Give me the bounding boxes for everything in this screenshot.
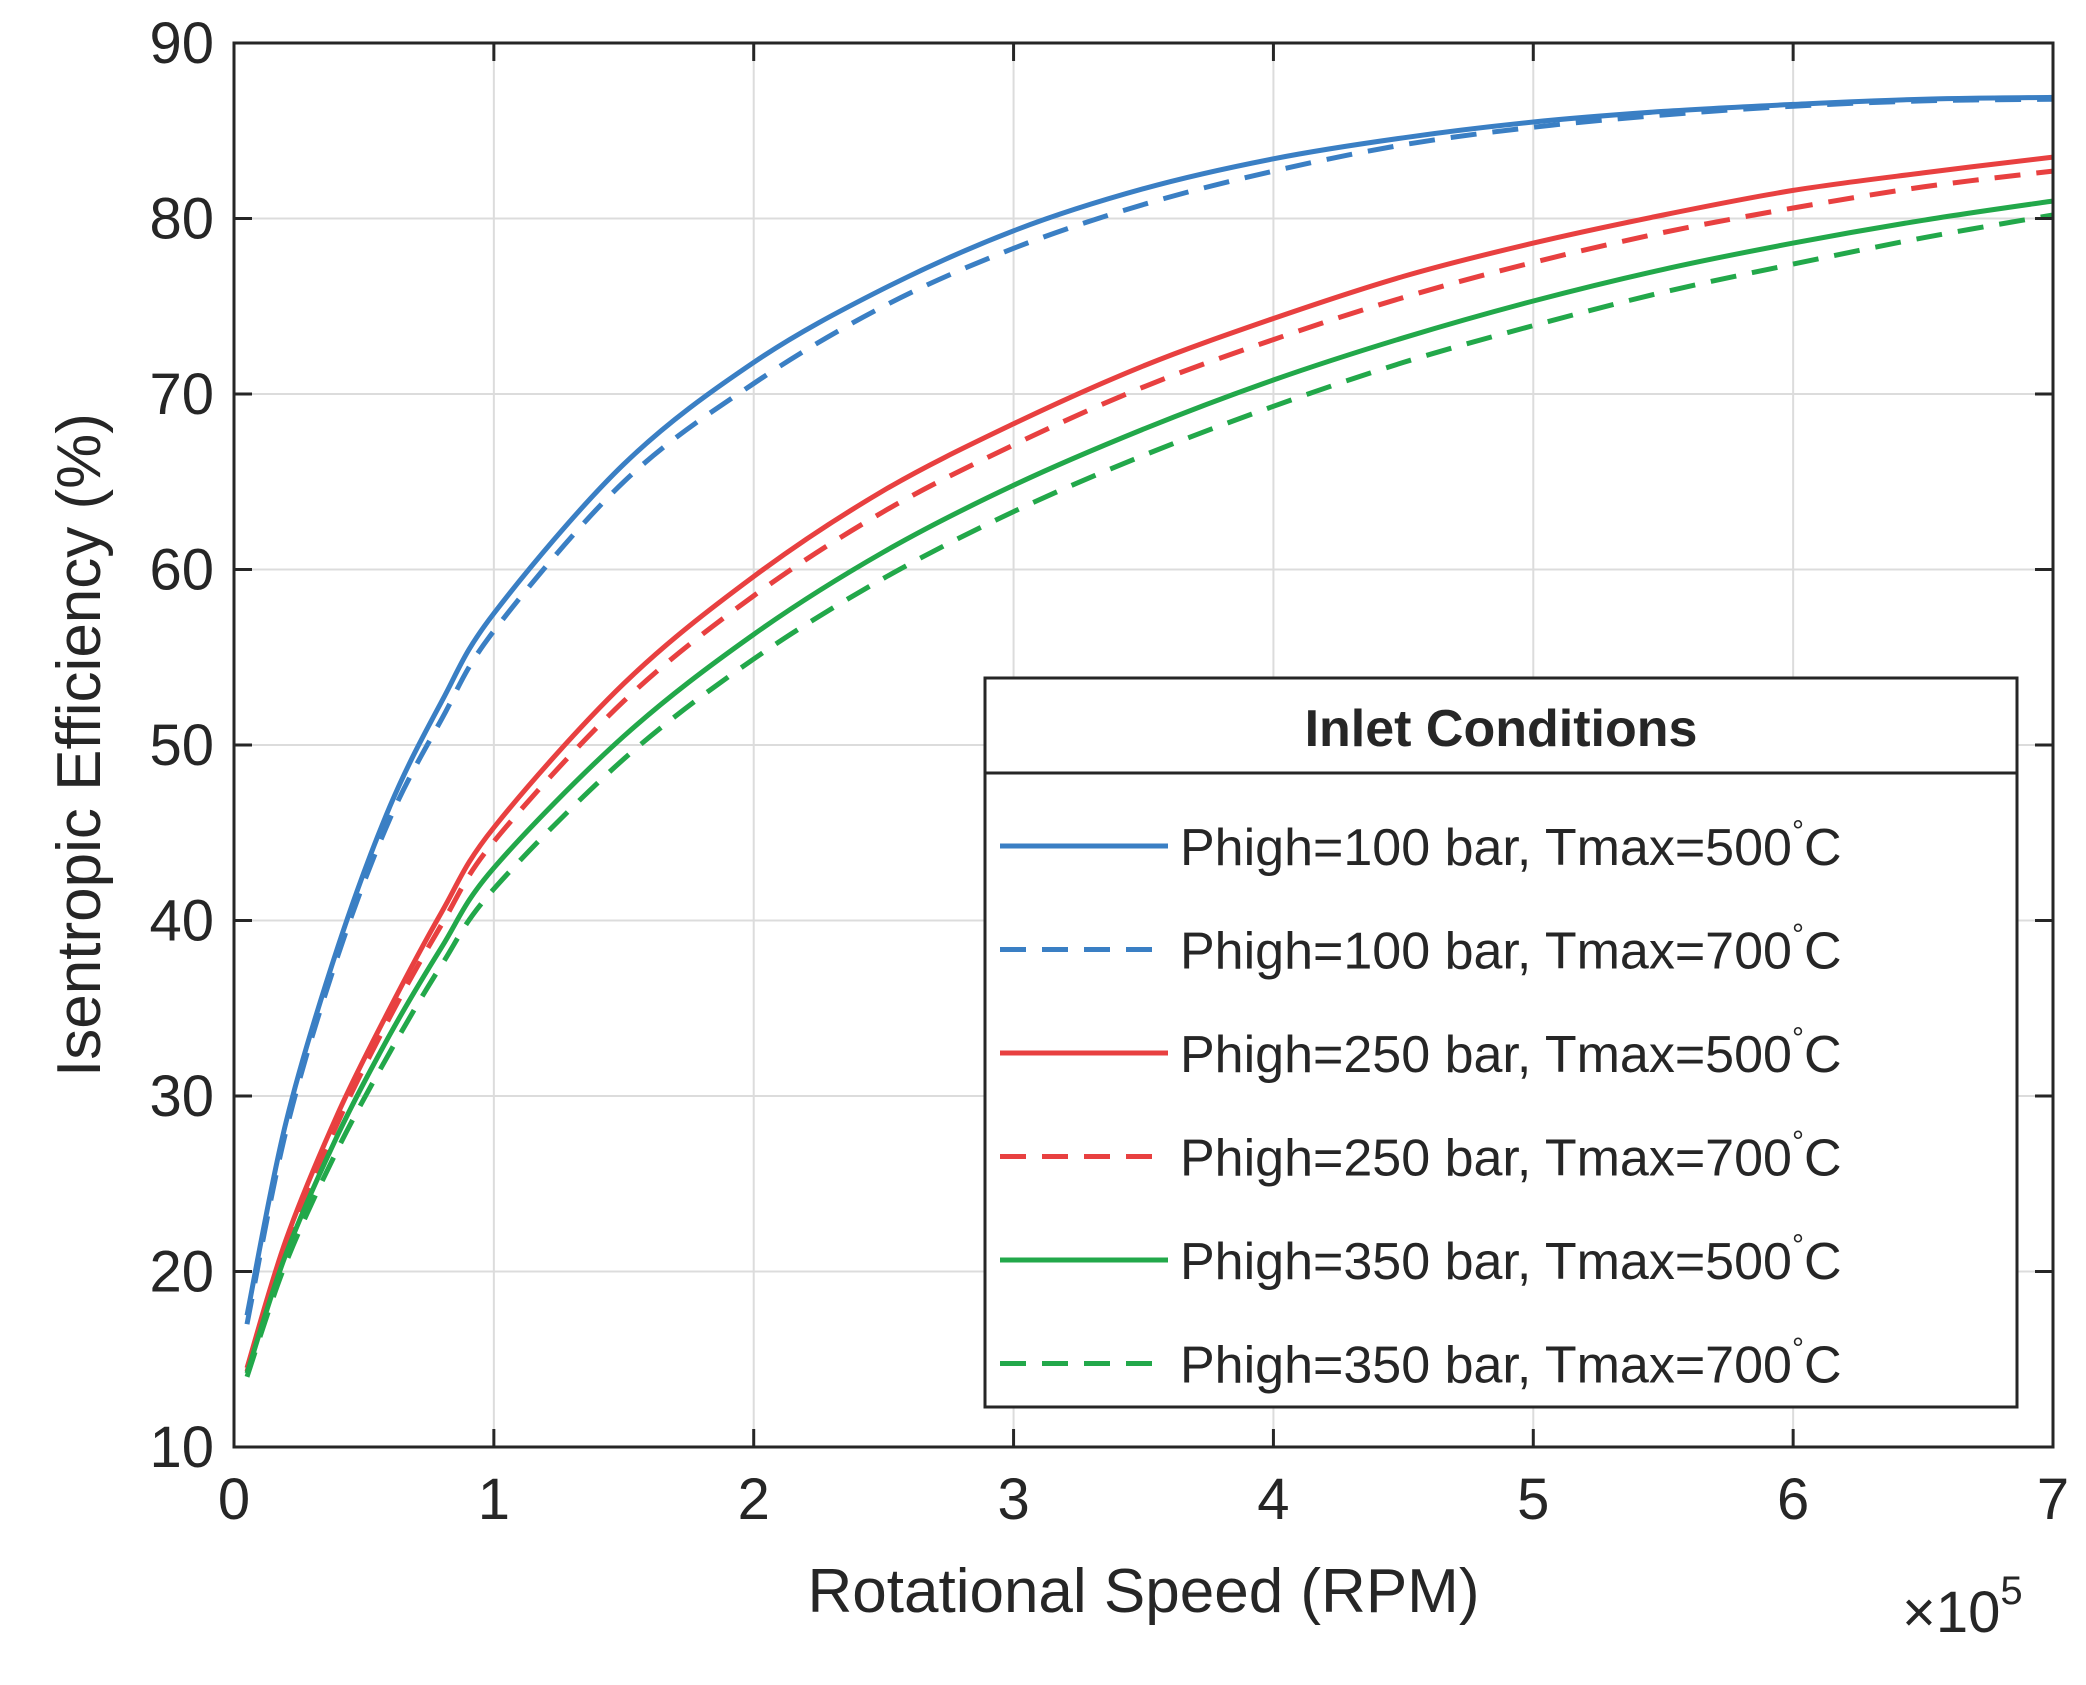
series-line-6 xyxy=(244,212,2054,1378)
legend-box xyxy=(983,676,2019,1409)
legend-label-name: Phigh=250 bar, Tmax=700 xyxy=(1180,1130,1792,1188)
legend-degree-symbol: ° xyxy=(1792,815,1804,848)
x-tick-label: 2 xyxy=(738,1467,770,1532)
x-tick-label: 7 xyxy=(2037,1467,2069,1532)
legend-label-unit: C xyxy=(1804,1130,1842,1188)
legend-degree-symbol: ° xyxy=(1792,919,1804,952)
x-tick-label: 5 xyxy=(1517,1467,1549,1532)
x-axis-exponent: ×105 xyxy=(1902,1569,2023,1645)
series-lines xyxy=(244,94,2054,1378)
legend-label-unit: C xyxy=(1804,1337,1842,1395)
legend-label-5: Phigh=350 bar, Tmax=500°C xyxy=(1180,1229,1842,1291)
legend: Inlet Conditions Phigh=100 bar, Tmax=500… xyxy=(983,676,2019,1409)
x-tick-label: 4 xyxy=(1257,1467,1289,1532)
legend-degree-symbol: ° xyxy=(1792,1126,1804,1159)
x-tick-label: 1 xyxy=(478,1467,510,1532)
x-axis-label: Rotational Speed (RPM) xyxy=(808,1557,1480,1626)
y-tick-label: 60 xyxy=(149,538,214,603)
legend-degree-symbol: ° xyxy=(1792,1229,1804,1262)
x-tick-label: 6 xyxy=(1777,1467,1809,1532)
legend-label-name: Phigh=250 bar, Tmax=500 xyxy=(1180,1026,1792,1084)
legend-degree-symbol: ° xyxy=(1792,1333,1804,1366)
y-axis-label: Isentropic Efficiency (%) xyxy=(45,413,114,1077)
ticks: 0 1 2 3 4 5 6 7 10 20 30 40 50 60 70 80 90 xyxy=(149,11,2069,1532)
legend-label-3: Phigh=250 bar, Tmax=500°C xyxy=(1180,1022,1842,1084)
legend-label-unit: C xyxy=(1804,1233,1842,1291)
series-line-1 xyxy=(244,94,2054,1316)
y-tick-label: 30 xyxy=(149,1064,214,1129)
legend-label-name: Phigh=100 bar, Tmax=500 xyxy=(1180,819,1792,877)
legend-label-name: Phigh=350 bar, Tmax=700 xyxy=(1180,1337,1792,1395)
x-tick-label: 3 xyxy=(997,1467,1029,1532)
y-tick-label: 20 xyxy=(149,1240,214,1305)
legend-label-4: Phigh=250 bar, Tmax=700°C xyxy=(1180,1126,1842,1188)
y-tick-label: 10 xyxy=(149,1415,214,1480)
legend-title: Inlet Conditions xyxy=(1305,700,1698,758)
legend-label-6: Phigh=350 bar, Tmax=700°C xyxy=(1180,1333,1842,1395)
x-exponent-base: ×10 xyxy=(1902,1580,2000,1645)
legend-degree-symbol: ° xyxy=(1792,1022,1804,1055)
legend-label-unit: C xyxy=(1804,1026,1842,1084)
legend-label-name: Phigh=100 bar, Tmax=700 xyxy=(1180,923,1792,981)
legend-label-unit: C xyxy=(1804,923,1842,981)
y-tick-label: 40 xyxy=(149,889,214,954)
y-tick-label: 90 xyxy=(149,11,214,76)
x-exponent-power: 5 xyxy=(2000,1569,2022,1613)
x-tick-label: 0 xyxy=(218,1467,250,1532)
series-line-5 xyxy=(244,198,2054,1375)
y-tick-label: 50 xyxy=(149,713,214,778)
series-line-4 xyxy=(244,168,2054,1373)
series-line-2 xyxy=(244,96,2054,1325)
legend-label-2: Phigh=100 bar, Tmax=700°C xyxy=(1180,919,1842,981)
legend-label-name: Phigh=350 bar, Tmax=500 xyxy=(1180,1233,1792,1291)
series-line-3 xyxy=(244,154,2054,1369)
legend-label-unit: C xyxy=(1804,819,1842,877)
y-tick-label: 80 xyxy=(149,187,214,252)
y-tick-label: 70 xyxy=(149,362,214,427)
legend-label-1: Phigh=100 bar, Tmax=500°C xyxy=(1180,815,1842,877)
